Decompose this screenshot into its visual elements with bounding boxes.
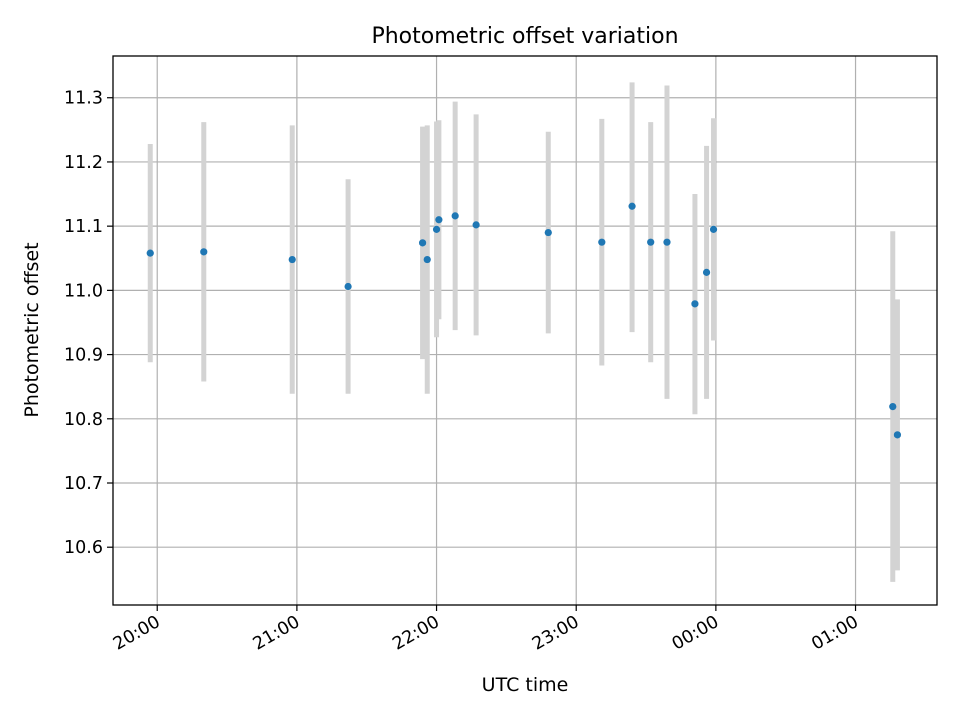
x-tick-label-1: 21:00 — [250, 612, 304, 655]
grid-layer — [113, 56, 937, 605]
x-tick-label-2: 22:00 — [389, 612, 443, 655]
y-axis-label: Photometric offset — [21, 242, 43, 417]
data-point-16 — [702, 268, 711, 276]
plot-frame — [112, 55, 938, 606]
y-tick-label-7: 11.3 — [64, 89, 103, 109]
y-tick-label-3: 10.9 — [64, 346, 103, 366]
y-tick-label-0: 10.6 — [64, 538, 103, 558]
y-tick-label-6: 11.2 — [64, 153, 103, 173]
data-point-4 — [418, 239, 427, 247]
data-point-11 — [598, 238, 606, 246]
x-tick-label-3: 23:00 — [529, 612, 583, 655]
data-point-13 — [647, 238, 655, 246]
x-axis-label: UTC time — [482, 674, 569, 696]
data-point-5 — [423, 255, 431, 264]
data-point-1 — [200, 248, 208, 256]
data-point-15 — [691, 300, 699, 308]
data-point-9 — [472, 221, 480, 229]
y-tick-label-2: 10.8 — [64, 410, 103, 430]
data-point-3 — [344, 282, 352, 291]
x-tick-label-5: 01:00 — [808, 612, 862, 655]
data-point-17 — [709, 225, 718, 233]
chart-title: Photometric offset variation — [371, 24, 678, 49]
y-tick-label-1: 10.7 — [64, 474, 103, 494]
x-tick-label-4: 00:00 — [669, 612, 723, 655]
data-point-14 — [663, 238, 671, 246]
x-tick-label-0: 20:00 — [110, 612, 164, 655]
data-point-0 — [146, 249, 154, 257]
data-point-2 — [288, 255, 296, 264]
data-point-12 — [628, 202, 636, 210]
tick-layer: 20:00 21:00 22:00 23:00 00:00 01:00 10.6 10.7 10… — [64, 89, 862, 655]
errorbar-layer — [147, 82, 900, 582]
data-point-19 — [893, 431, 902, 439]
y-tick-label-5: 11.1 — [64, 217, 103, 237]
data-point-18 — [889, 402, 897, 411]
data-point-8 — [451, 212, 459, 220]
data-point-7 — [435, 216, 443, 224]
data-point-10 — [544, 228, 552, 237]
data-point-6 — [432, 225, 441, 233]
y-tick-label-4: 11.0 — [64, 281, 103, 301]
point-layer — [146, 202, 902, 439]
